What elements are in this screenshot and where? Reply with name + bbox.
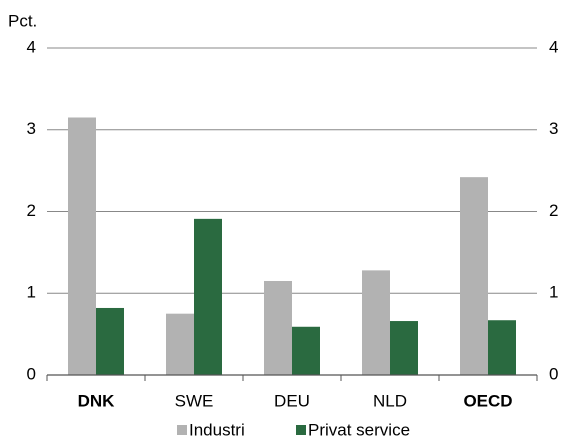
- y-axis-label: Pct.: [8, 11, 37, 30]
- legend-swatch: [296, 425, 306, 435]
- bar: [96, 307, 124, 375]
- bar: [488, 320, 516, 375]
- y2-tick-label: 1: [549, 283, 558, 302]
- y-tick-label: 4: [27, 37, 36, 56]
- y-tick-label: 0: [27, 364, 36, 383]
- x-tick-label: DNK: [78, 391, 116, 410]
- bar: [460, 177, 488, 375]
- x-tick-label: OECD: [463, 391, 512, 410]
- y2-tick-label: 2: [549, 201, 558, 220]
- x-tick-label: DEU: [274, 391, 310, 410]
- bar: [68, 117, 96, 376]
- bar: [166, 313, 194, 375]
- y-tick-label: 2: [27, 201, 36, 220]
- legend-label: Industri: [189, 420, 245, 439]
- legend-swatch: [177, 425, 187, 435]
- bar: [194, 218, 222, 375]
- bar: [264, 280, 292, 375]
- bar: [292, 326, 320, 375]
- y2-tick-label: 3: [549, 119, 558, 138]
- legend-label: Privat service: [308, 420, 410, 439]
- bar: [390, 321, 418, 375]
- x-tick-label: NLD: [373, 391, 407, 410]
- bar: [362, 270, 390, 375]
- y2-tick-label: 0: [549, 364, 558, 383]
- x-tick-label: SWE: [175, 391, 214, 410]
- y-tick-label: 1: [27, 283, 36, 302]
- y-tick-label: 3: [27, 119, 36, 138]
- y2-tick-label: 4: [549, 37, 558, 56]
